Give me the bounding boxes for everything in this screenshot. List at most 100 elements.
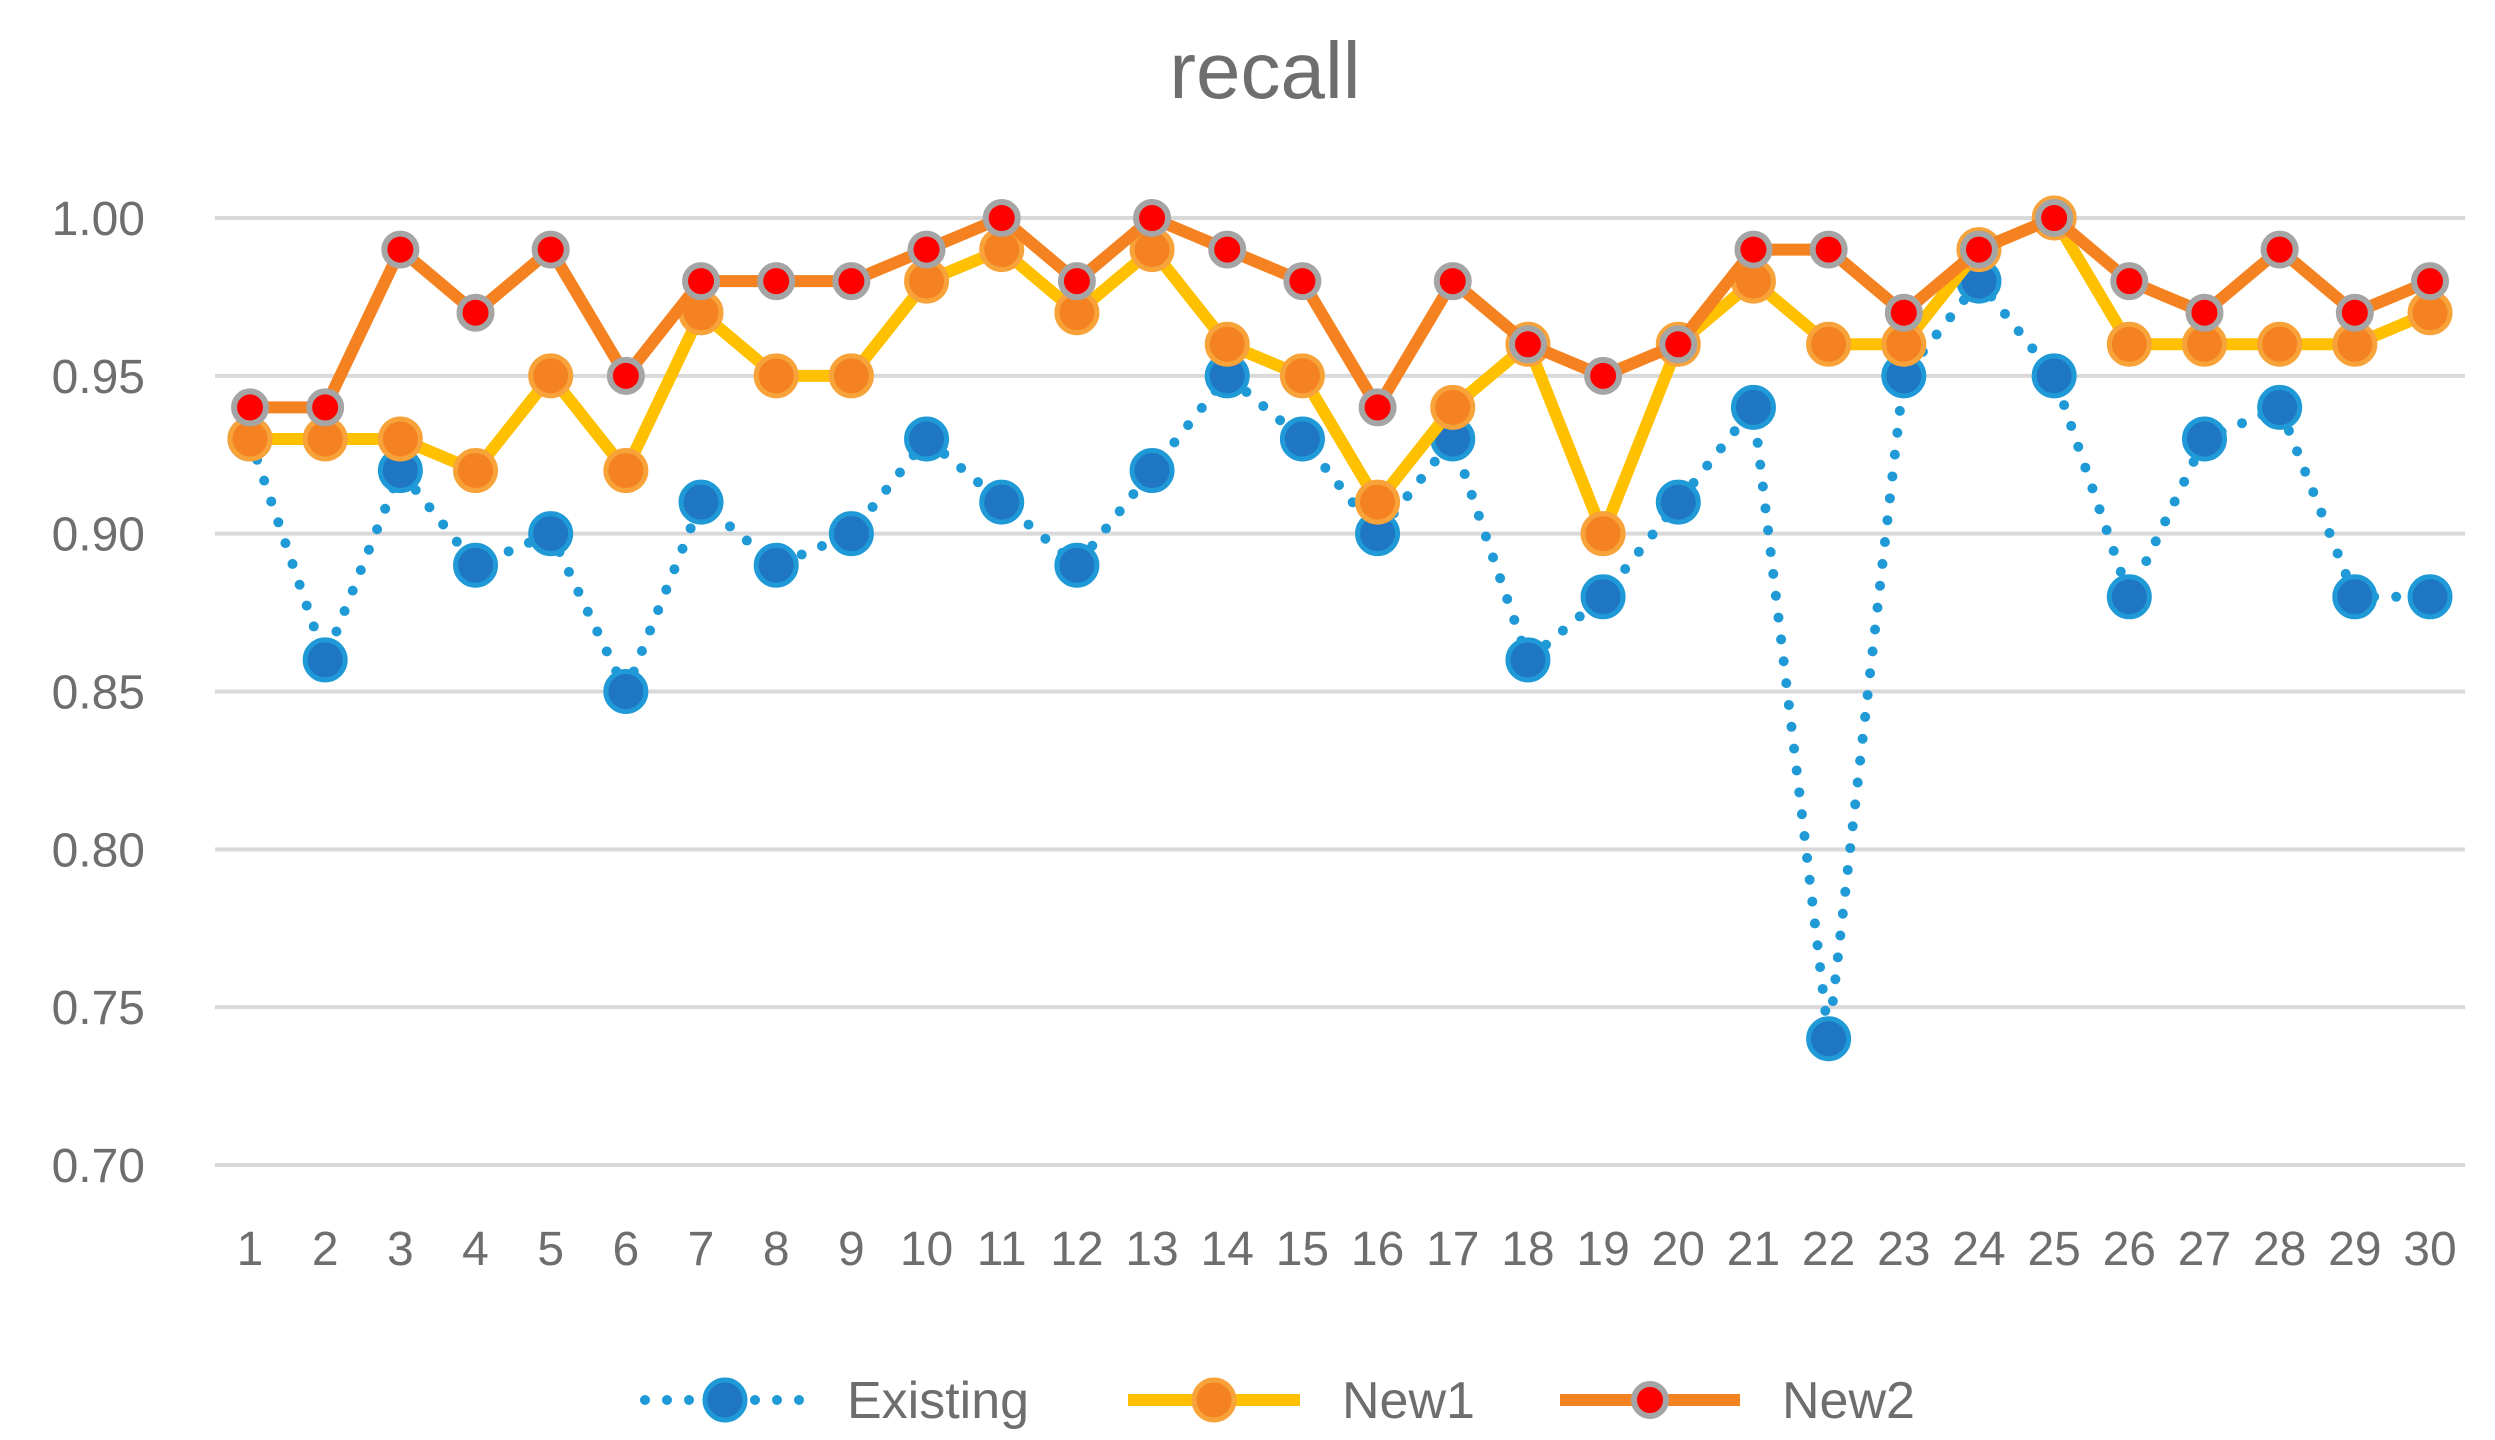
data-point <box>306 388 345 427</box>
y-tick-label: 0.75 <box>52 982 145 1035</box>
x-tick-label: 3 <box>387 1223 414 1276</box>
data-point <box>453 542 499 588</box>
series-new2 <box>231 199 2449 427</box>
x-tick-label: 20 <box>1652 1223 1705 1276</box>
data-point <box>606 356 645 395</box>
data-point <box>2407 574 2453 620</box>
x-tick-label: 2 <box>312 1223 339 1276</box>
data-point <box>2335 293 2374 332</box>
series-new1 <box>227 195 2453 557</box>
legend-swatch-marker <box>702 1377 748 1423</box>
x-tick-label: 18 <box>1501 1223 1554 1276</box>
legend: Existing New1 New2 <box>640 1372 1915 1430</box>
x-tick-label: 14 <box>1201 1223 1254 1276</box>
data-point <box>1580 511 1626 557</box>
data-point <box>453 448 499 494</box>
data-point <box>1133 199 1172 237</box>
data-point <box>603 448 649 494</box>
legend-label: Existing <box>847 1372 1029 1430</box>
y-tick-label: 1.00 <box>52 193 145 246</box>
data-point <box>832 262 871 301</box>
data-point <box>1054 542 1100 588</box>
x-tick-label: 19 <box>1576 1223 1629 1276</box>
data-point <box>2031 353 2077 399</box>
data-point <box>528 353 574 399</box>
data-point <box>1358 388 1397 427</box>
legend-label: New1 <box>1342 1372 1475 1430</box>
x-tick-label: 17 <box>1426 1223 1479 1276</box>
x-axis: 1 2 3 4 5 6 7 8 9 10 11 12 13 14 15 16 17 18 19 20 21 22 23 24 2… <box>237 1223 2457 1276</box>
legend-item-new1: New1 <box>1128 1372 1475 1430</box>
x-tick-label: 26 <box>2103 1223 2156 1276</box>
data-point <box>2257 384 2303 430</box>
data-point <box>603 669 649 714</box>
x-tick-label: 22 <box>1802 1223 1855 1276</box>
x-tick-label: 5 <box>537 1223 564 1276</box>
data-point <box>1806 1016 1852 1062</box>
data-point <box>1806 321 1852 367</box>
x-tick-label: 30 <box>2403 1223 2456 1276</box>
series-line <box>245 276 2435 1044</box>
series-line <box>250 212 2433 414</box>
data-point <box>456 293 495 332</box>
x-tick-label: 7 <box>688 1223 715 1276</box>
data-point <box>979 479 1025 525</box>
data-point <box>1283 262 1322 301</box>
data-point <box>2181 416 2227 462</box>
legend-swatch-marker <box>1631 1381 1669 1419</box>
legend-label: New2 <box>1782 1372 1915 1430</box>
data-point <box>753 353 799 399</box>
data-point <box>377 416 423 462</box>
gridlines <box>215 216 2465 1167</box>
x-tick-label: 1 <box>237 1223 264 1276</box>
data-point <box>982 199 1021 237</box>
x-tick-label: 29 <box>2328 1223 2381 1276</box>
x-tick-label: 25 <box>2027 1223 2080 1276</box>
legend-item-existing: Existing <box>640 1372 1029 1430</box>
data-point <box>1734 230 1773 269</box>
x-tick-label: 23 <box>1877 1223 1930 1276</box>
data-point <box>828 511 874 557</box>
x-tick-label: 28 <box>2253 1223 2306 1276</box>
y-axis: 0.70 0.75 0.80 0.85 0.90 0.95 1.00 <box>52 193 145 1193</box>
series-existing <box>227 258 2453 1062</box>
data-point <box>531 230 570 269</box>
data-point <box>381 230 420 269</box>
series-layer <box>227 195 2453 1062</box>
x-tick-label: 13 <box>1125 1223 1178 1276</box>
data-point <box>1204 321 1250 367</box>
x-tick-label: 15 <box>1276 1223 1329 1276</box>
data-point <box>753 542 799 588</box>
data-point <box>678 479 724 525</box>
data-point <box>2106 321 2152 367</box>
data-point <box>1580 574 1626 620</box>
data-point <box>1505 637 1551 683</box>
chart-title: recall <box>1169 26 1360 115</box>
data-point <box>1884 293 1923 332</box>
data-point <box>2185 293 2224 332</box>
x-tick-label: 21 <box>1727 1223 1780 1276</box>
data-point <box>1655 479 1701 525</box>
data-point <box>2110 262 2149 301</box>
data-point <box>528 511 574 557</box>
data-point <box>1433 262 1472 301</box>
data-point <box>1508 325 1547 364</box>
data-point <box>1129 448 1175 494</box>
x-tick-label: 8 <box>763 1223 790 1276</box>
data-point <box>1809 230 1848 269</box>
data-point <box>1659 325 1698 364</box>
data-point <box>2035 199 2074 237</box>
data-point <box>1279 416 1325 462</box>
x-tick-label: 6 <box>613 1223 640 1276</box>
x-tick-label: 11 <box>977 1223 1027 1276</box>
data-point <box>2332 574 2378 620</box>
x-tick-label: 4 <box>462 1223 489 1276</box>
data-point <box>1279 353 1325 399</box>
x-tick-label: 24 <box>1952 1223 2005 1276</box>
data-point <box>682 262 721 301</box>
y-tick-label: 0.85 <box>52 667 145 720</box>
data-point <box>757 262 796 301</box>
y-tick-label: 0.80 <box>52 824 145 877</box>
data-point <box>1355 479 1401 525</box>
